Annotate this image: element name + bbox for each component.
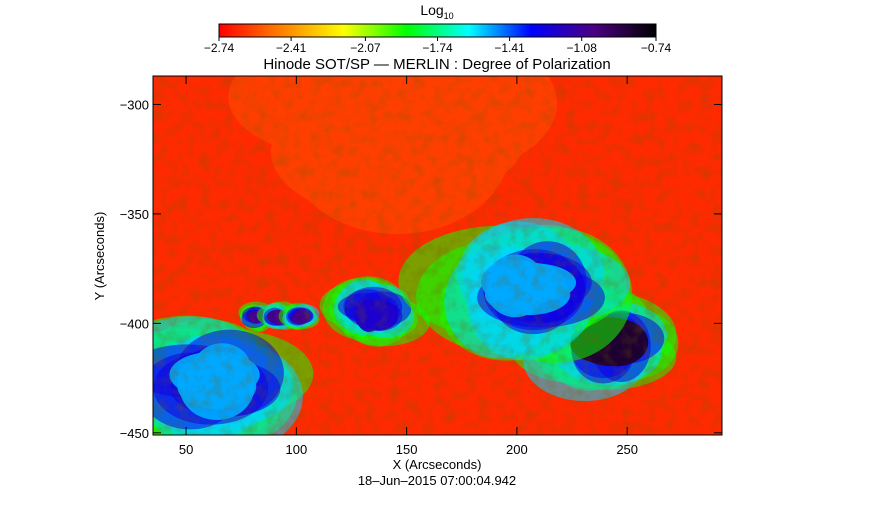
colorbar-label: Log10 [420,2,453,21]
colorbar-tick-label: −1.74 [422,41,453,55]
colorbar-gradient [218,23,657,38]
x-tick-label: 200 [506,442,528,457]
chart-title: Hinode SOT/SP — MERLIN : Degree of Polar… [263,56,610,73]
y-axis-label: Y (Arcseconds) [92,212,107,301]
colorbar-tick-label: −1.41 [494,41,525,55]
colorbar-ticks: −2.74 −2.41 −2.07 −1.74 −1.41 −1.08 −0.74 [204,37,672,55]
colorbar: Log10 −2.74 −2.41 −2.07 −1.74 −1.41 −1.08 −0.7… [204,2,672,55]
colorbar-tick-label: −1.08 [567,41,598,55]
x-axis-label: X (Arcseconds) [393,457,482,472]
colorbar-tick-label: −0.74 [641,41,672,55]
x-tick-label: 100 [286,442,308,457]
axes: 50 100 150 200 250 −300 −350 −400 −450 [120,76,722,457]
x-tick-label: 50 [179,442,193,457]
plot-frame [152,75,723,436]
x-tick-label: 250 [616,442,638,457]
colorbar-tick-label: −2.07 [350,41,381,55]
heatmap-area [153,76,722,435]
colorbar-tick-label: −2.74 [204,41,235,55]
x-tick-label: 150 [396,442,418,457]
y-tick-label: −350 [120,207,149,222]
y-tick-label: −400 [120,316,149,331]
timestamp: 18–Jun–2015 07:00:04.942 [358,473,516,488]
y-tick-label: −300 [120,97,149,112]
colorbar-tick-label: −2.41 [276,41,307,55]
heatmap-texture [153,76,722,435]
y-tick-label: −450 [120,426,149,441]
